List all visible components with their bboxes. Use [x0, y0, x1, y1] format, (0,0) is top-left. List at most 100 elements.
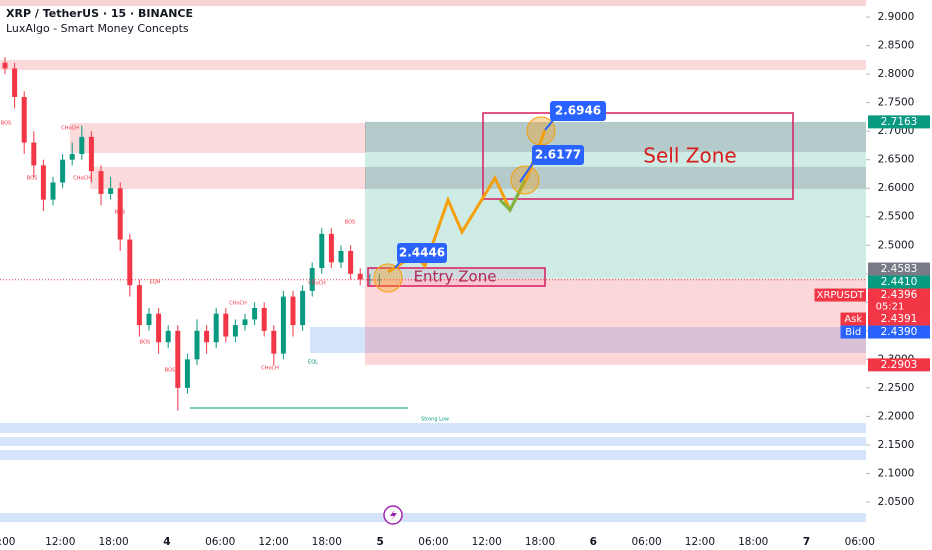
candle-body: [290, 296, 296, 326]
price-tag-bg: [840, 325, 866, 339]
x-tick-label: 06:00: [205, 536, 235, 548]
smc-label: BOS: [115, 210, 125, 216]
x-tick-label: 7: [803, 536, 810, 548]
candle-body: [88, 136, 94, 172]
x-tick-label: 6: [590, 536, 597, 548]
callout-line: [519, 159, 536, 183]
price-label-bg: [868, 262, 930, 276]
candle-body: [136, 285, 142, 326]
candle-body: [165, 330, 171, 343]
price-label: 2.4410: [881, 276, 918, 288]
callout-text: 2.4446: [399, 246, 445, 260]
y-tick-label: 2.8500: [878, 40, 915, 52]
y-tick-label: 2.0500: [878, 496, 915, 508]
price-label-bg: [868, 325, 930, 339]
background: [0, 0, 866, 522]
y-tick-label: 2.8000: [878, 68, 915, 80]
smc-label: BOS: [165, 368, 175, 374]
highlight-circle: [526, 116, 556, 146]
y-tick-label: 2.1500: [878, 439, 915, 451]
price-label: 2.4390: [881, 326, 918, 338]
entry-zone-box: [367, 267, 546, 287]
candles: [0, 57, 866, 411]
smc-label: CHoCH: [308, 281, 326, 287]
callout-box: [397, 243, 447, 263]
price-tag-bg: [840, 312, 866, 326]
callout-box: [550, 101, 606, 121]
smc-label: BOS: [140, 340, 150, 346]
price-tag-bg: [814, 288, 866, 302]
price-tag: Bid: [845, 327, 861, 338]
price-label-bg: [868, 312, 930, 326]
sell-zone-label: Sell Zone: [643, 144, 736, 168]
y-tick-label: 2.1000: [878, 467, 915, 479]
candle-body: [127, 239, 133, 286]
supply-zone: [0, 0, 866, 6]
supply-zone: [0, 60, 866, 70]
smc-label: BOS: [1, 121, 11, 127]
smc-label: CHoCH: [73, 176, 91, 182]
candle-body: [69, 153, 75, 160]
smc-label: BOS: [345, 220, 355, 226]
candle-body: [117, 188, 123, 240]
highlight-circle: [510, 165, 540, 195]
x-tick-label: :00: [0, 536, 15, 548]
candle-body: [31, 142, 37, 166]
x-tick-label: 18:00: [525, 536, 555, 548]
candle-body: [252, 307, 258, 320]
candle-body: [79, 136, 85, 154]
price-label: 2.4396: [881, 289, 918, 301]
candle-body: [146, 313, 152, 326]
smc-label: CHoCH: [261, 366, 279, 372]
time-axis: [0, 535, 932, 550]
candle-body: [338, 250, 344, 263]
x-tick-label: 12:00: [685, 536, 715, 548]
y-tick-label: 2.9000: [878, 11, 915, 23]
candle-body: [261, 307, 267, 331]
candle-body: [156, 313, 162, 343]
price-label-bg: [868, 275, 930, 289]
callout-text: 2.6177: [535, 148, 581, 162]
x-tick-label: 06:00: [418, 536, 448, 548]
smc-label: CHoCH: [61, 126, 79, 132]
price-label: 2.4583: [881, 263, 918, 275]
callout-text: 2.6946: [555, 104, 601, 118]
price-label: 2.4391: [881, 313, 918, 325]
candle-body: [280, 296, 286, 354]
x-tick-label: 06:00: [845, 536, 875, 548]
demand-zone: [0, 437, 866, 446]
candle-body: [194, 330, 200, 360]
price-tag: XRPUSDT: [817, 290, 865, 301]
candle-body: [2, 62, 8, 69]
price-label: 2.7163: [881, 116, 918, 128]
event-icon-bolt: [390, 509, 397, 521]
price-tag: Ask: [844, 314, 862, 325]
candle-body: [357, 273, 363, 280]
callout-box: [532, 145, 584, 165]
sell-zone-box: [482, 112, 794, 200]
x-tick-label: 18:00: [738, 536, 768, 548]
highlight-circle: [373, 263, 403, 293]
indicator-name: LuxAlgo - Smart Money Concepts: [6, 22, 189, 35]
supply-zone: [70, 123, 366, 153]
smc-labels: CHoCH CHoCH BOS BOS BOS BOS EQH CHoCH CHoCH CHoCH…: [1, 121, 449, 423]
y-tick-label: 2.2000: [878, 410, 915, 422]
candle-body: [98, 171, 104, 194]
y-tick-label: 2.7500: [878, 97, 915, 109]
smc-label: EQL: [308, 360, 318, 366]
x-tick-label: 12:00: [258, 536, 288, 548]
candle-body: [319, 233, 325, 269]
demand-zone: [310, 327, 866, 353]
demand-zone: [0, 513, 866, 522]
price-label-bg: [868, 358, 930, 372]
loss-zone: [365, 278, 866, 365]
candle-body: [223, 313, 229, 337]
symbol-title: XRP / TetherUS · 15 · BINANCE: [6, 7, 193, 20]
candle-body: [12, 68, 18, 97]
x-tick-label: 18:00: [312, 536, 342, 548]
candle-body: [60, 159, 66, 183]
x-tick-label: 4: [163, 536, 170, 548]
demand-zone: [0, 423, 866, 433]
candle-body: [213, 313, 219, 343]
